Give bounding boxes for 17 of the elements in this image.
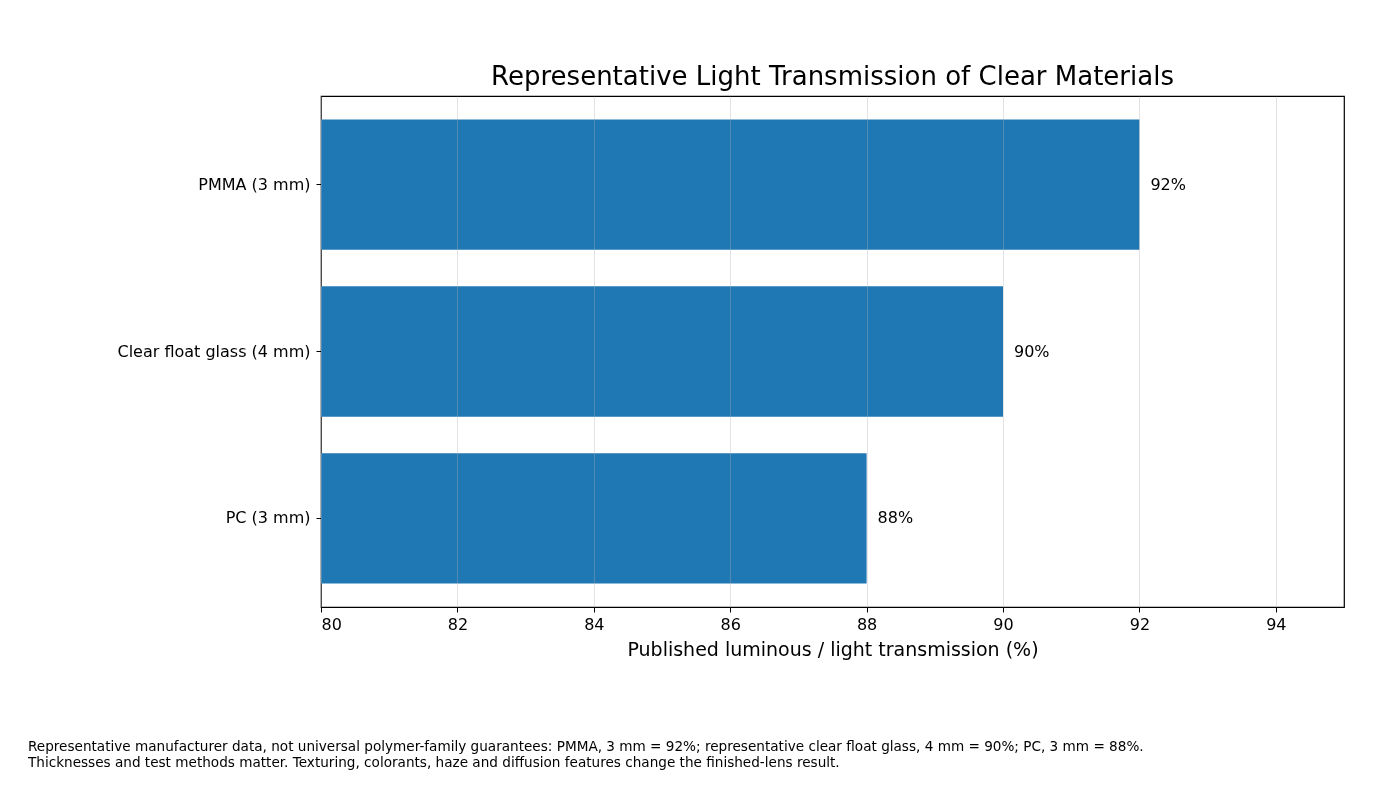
x-tick-label: 84: [584, 614, 605, 634]
x-tick-label: 82: [447, 614, 469, 634]
text: Representative manufacturer data, not universal polymer-family guarantees: PMMA, 3 mm = 92%; representative clear float glass, 4 mm = 90%; PC, 3 mm = 88%. Thicknesses and test methods matter. Texturing, colorants, haze and diffusion features change the finished-lens result.: [28, 738, 1145, 770]
x-tick-label: 90: [993, 614, 1014, 634]
data-label: 88%: [877, 508, 914, 528]
data-label: 92%: [1150, 174, 1186, 194]
y-tick-label: PC (3 mm): [225, 508, 311, 528]
x-tick-label: 80: [321, 614, 342, 634]
x-axis-title: Published luminous / light transmission (%): [627, 637, 1039, 660]
x-tick-label: 94: [1266, 614, 1287, 634]
data-label: 90%: [1014, 341, 1050, 361]
y-tick-label: PMMA (3 mm): [198, 174, 311, 194]
chart-title: Representative Light Transmission of Clear Materials: [491, 61, 1174, 91]
y-tick-label: Clear float glass (4 mm): [117, 341, 311, 361]
x-tick-label: 92: [1129, 614, 1151, 634]
x-tick-label: 88: [856, 614, 878, 634]
x-tick-label: 86: [720, 614, 741, 634]
